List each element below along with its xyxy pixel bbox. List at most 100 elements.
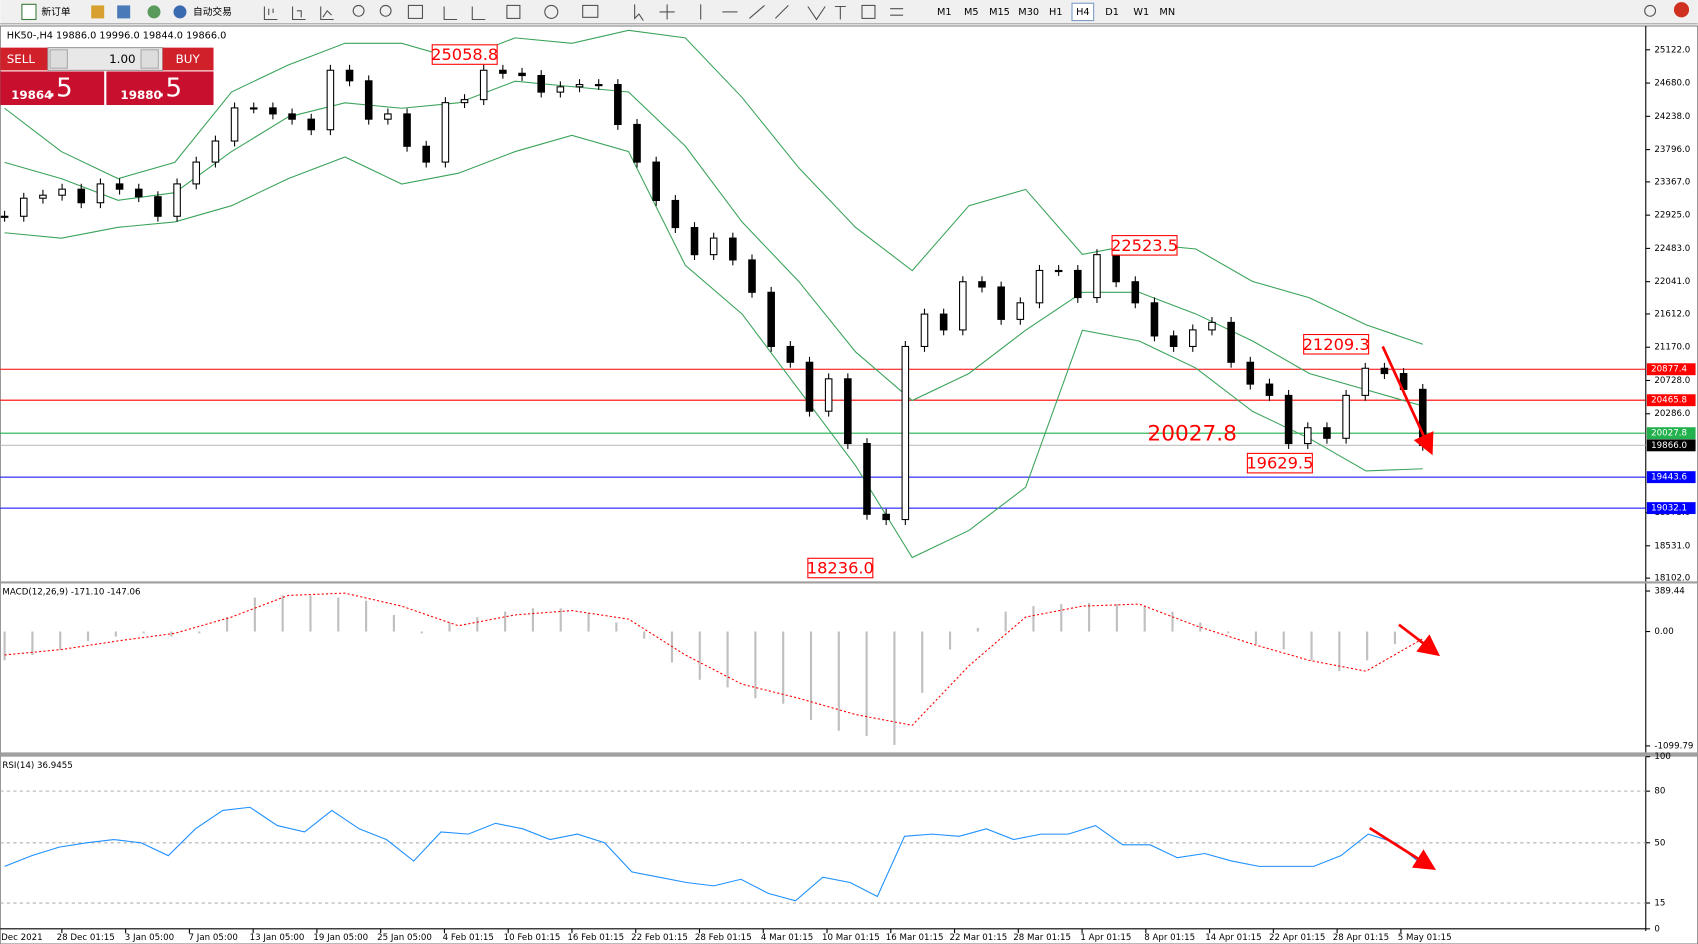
x-tick-label: 5 May 01:15 (1398, 933, 1452, 943)
timeframe-button[interactable]: M5 (964, 7, 979, 18)
candle-body (633, 123, 641, 163)
ask-price[interactable]: 19880 (120, 88, 161, 102)
candle-body (39, 194, 47, 199)
new-order-button[interactable]: 新订单 (41, 5, 70, 18)
candle-body (1246, 361, 1255, 385)
candle-body (556, 86, 565, 93)
chart-header: HK50-,H4 19886.0 19996.0 19844.0 19866.0 (7, 31, 227, 42)
panel-separator (0, 752, 1698, 757)
y-tick-label: 24238.0 (1654, 112, 1690, 122)
candle-body (288, 113, 296, 120)
macd-signal-line (4, 592, 1424, 726)
x-tick-label: 13 Jan 05:00 (250, 933, 305, 943)
timeframe-button[interactable]: M1 (937, 7, 952, 18)
x-tick-label: 8 Apr 01:15 (1144, 933, 1195, 943)
y-tick-label: 0.00 (1654, 627, 1673, 637)
bid-price[interactable]: 19864 (11, 88, 52, 102)
y-tick-label: 21170.0 (1654, 343, 1690, 353)
annotation-box (807, 557, 874, 579)
candle-body (1342, 394, 1350, 439)
candle-body (594, 84, 603, 87)
price-label: 19443.6 (1651, 473, 1687, 483)
auto-trading-icon[interactable] (173, 5, 187, 19)
candle-body (0, 215, 9, 218)
timeframe-button[interactable]: D1 (1105, 7, 1119, 18)
candle-body (96, 183, 105, 204)
candle-body (1150, 302, 1159, 337)
timeframe-button[interactable]: W1 (1133, 7, 1149, 18)
y-tick-label: 18531.0 (1654, 541, 1690, 551)
icon[interactable] (147, 5, 161, 19)
candle-body (748, 259, 756, 293)
x-tick-label: 22 Apr 01:15 (1269, 933, 1325, 943)
y-tick-label: 24680.0 (1654, 79, 1690, 89)
y-tick-label: 100 (1654, 752, 1671, 762)
buy-label[interactable]: BUY (176, 52, 201, 66)
candle-body (690, 227, 699, 256)
candle-body (134, 188, 143, 198)
annotation-box (431, 44, 498, 65)
x-tick-label: 4 Mar 01:15 (761, 933, 813, 943)
chart-window (0, 25, 1698, 944)
new-order-icon[interactable] (21, 3, 37, 21)
bid-box[interactable] (0, 71, 105, 106)
price-label: 20465.8 (1651, 396, 1687, 406)
lots-value[interactable]: 1.00 (109, 52, 135, 66)
candle-body (901, 345, 910, 521)
bollinger-band (4, 29, 1423, 345)
x-tick-label: 10 Mar 01:15 (822, 933, 880, 943)
candle-body (384, 113, 392, 120)
y-tick-label: 25122.0 (1654, 45, 1690, 55)
candle-body (364, 80, 373, 120)
panel-separator (0, 581, 1698, 584)
x-tick-label: 22 Mar 01:15 (949, 933, 1007, 943)
sell-button[interactable] (0, 47, 48, 71)
x-tick-label: 7 Jan 05:00 (189, 933, 238, 943)
timeframe-button[interactable]: M30 (1018, 7, 1039, 18)
bid-price-fraction[interactable]: .5 (48, 73, 73, 103)
icon[interactable] (91, 5, 105, 19)
candle-body (844, 378, 852, 445)
candle-body (575, 84, 584, 88)
timeframe-button[interactable]: MN (1159, 7, 1175, 18)
candle-body (1303, 427, 1312, 445)
x-tick-label: 28 Feb 01:15 (695, 933, 752, 943)
candle-body (499, 69, 507, 74)
price-label: 20027.8 (1651, 429, 1687, 439)
x-tick-label: 28 Dec 01:15 (57, 933, 115, 943)
annotation: 20027.8 (1147, 421, 1236, 446)
price-label-box (1646, 439, 1696, 452)
buy-button[interactable] (162, 47, 214, 71)
x-tick-label: 10 Feb 01:15 (504, 933, 561, 943)
price-label-box (1646, 502, 1696, 515)
toolbar-icons[interactable] (263, 4, 1657, 21)
icon[interactable] (117, 5, 131, 19)
annotation-box (1246, 452, 1313, 474)
ask-box[interactable] (106, 71, 214, 106)
price-label: 20877.4 (1651, 365, 1687, 375)
annotation-box (1111, 235, 1178, 256)
price-label-box (1646, 363, 1696, 376)
candle-body (1112, 254, 1120, 283)
candle-body (1380, 367, 1389, 375)
candle-body (767, 291, 775, 348)
candle-body (1323, 427, 1331, 439)
indicator-title: RSI(14) 36.9455 (2, 761, 72, 771)
y-tick-label: 22925.0 (1654, 211, 1690, 221)
x-tick-label: 1 Apr 01:15 (1080, 933, 1131, 943)
x-tick-label: 16 Mar 01:15 (886, 933, 944, 943)
timeframe-button[interactable]: H4 (1076, 7, 1090, 18)
candle-body (326, 69, 335, 131)
candle-body (173, 183, 181, 217)
annotation: 18236.0 (807, 559, 874, 578)
timeframe-button[interactable]: H1 (1049, 7, 1063, 18)
candle-body (192, 161, 201, 185)
sell-label[interactable]: SELL (7, 52, 36, 66)
y-tick-label: 15 (1654, 899, 1665, 909)
ask-price-fraction[interactable]: .5 (157, 73, 182, 103)
candle-body (997, 286, 1005, 320)
candle-body (729, 237, 737, 261)
auto-trading-button[interactable]: 自动交易 (193, 5, 232, 18)
timeframe-button[interactable]: M15 (989, 7, 1010, 18)
